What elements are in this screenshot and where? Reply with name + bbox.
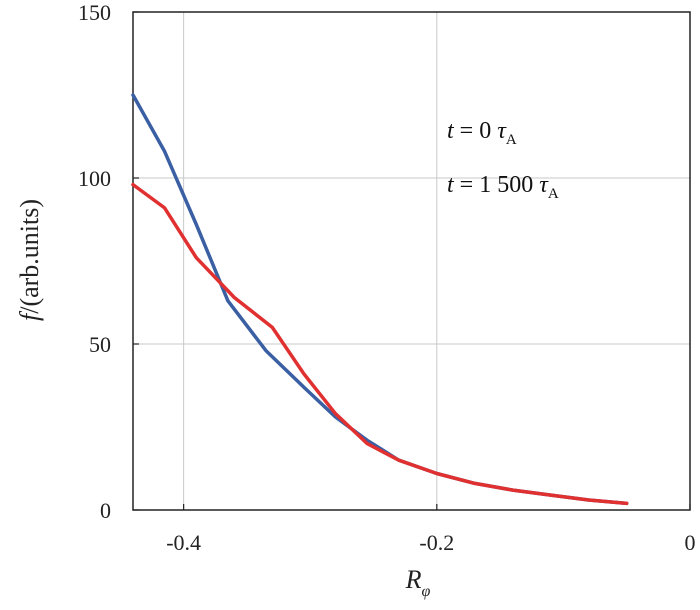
legend-entry-0: t = 0 τA — [447, 118, 517, 148]
y-tick-label: 50 — [89, 332, 111, 357]
y-axis-title-italic: f — [15, 310, 44, 321]
legend-0-eq: = 0 — [454, 118, 498, 144]
x-axis-ticks: -0.4 -0.2 0 — [166, 504, 696, 555]
x-axis-title-main: R — [405, 565, 422, 594]
series-line-1 — [131, 182, 629, 506]
legend-1-sub: A — [548, 186, 559, 202]
x-axis-title: Rφ — [405, 565, 431, 600]
legend-0-sub: A — [506, 132, 517, 148]
x-tick-label: -0.4 — [166, 530, 201, 555]
y-tick-label: 150 — [78, 0, 111, 25]
x-tick-label: -0.2 — [419, 530, 454, 555]
plot-frame — [132, 11, 691, 511]
x-tick-label: 0 — [685, 530, 696, 555]
legend-1-eq: = 1 500 — [454, 172, 540, 198]
legend-1-tau: τ — [539, 172, 549, 198]
y-tick-label: 0 — [100, 498, 111, 523]
x-axis-title-sub: φ — [422, 583, 431, 600]
legend-0-var: t — [447, 118, 455, 144]
y-axis-title-rest: /(arb.units) — [15, 199, 44, 314]
y-axis-ticks: 0 50 100 150 — [78, 0, 139, 523]
series-lines — [131, 93, 629, 506]
legend: t = 0 τA t = 1 500 τA — [447, 118, 559, 202]
grid — [133, 12, 690, 510]
legend-entry-1: t = 1 500 τA — [447, 172, 559, 202]
y-axis-title: f/(arb.units) — [15, 199, 44, 321]
series-line-0 — [131, 93, 629, 506]
legend-1-var: t — [447, 172, 455, 198]
y-tick-label: 100 — [78, 166, 111, 191]
legend-0-tau: τ — [497, 118, 507, 144]
